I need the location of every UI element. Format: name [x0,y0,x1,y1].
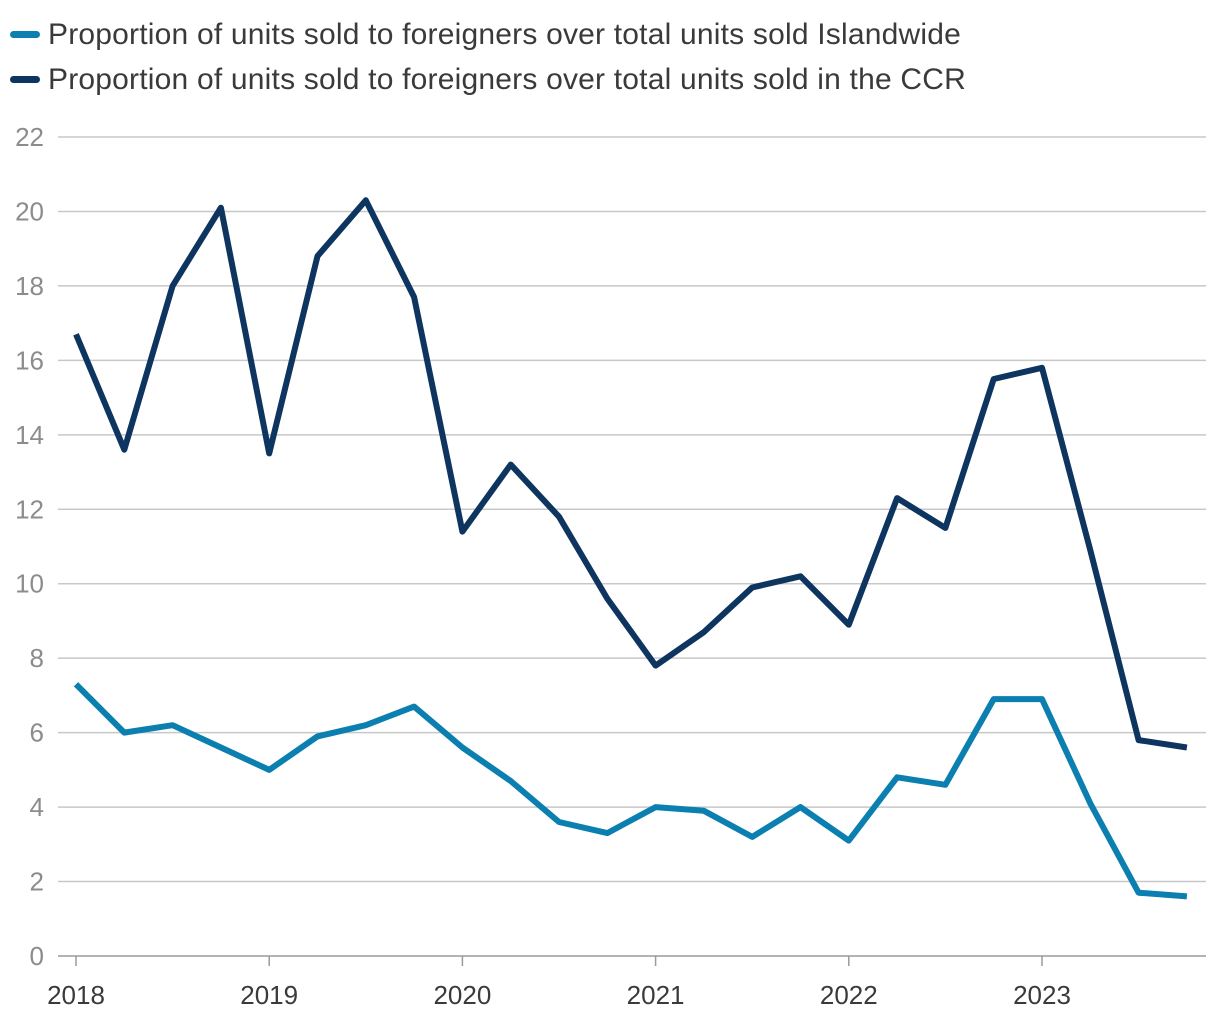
y-tick-label: 10 [15,569,44,599]
legend-swatch-islandwide [10,31,40,38]
legend-swatch-ccr [10,76,40,83]
y-tick-label: 4 [30,792,44,822]
y-tick-label: 20 [15,196,44,226]
series-lines [73,197,1188,900]
x-tick-label: 2020 [433,980,491,1010]
y-tick-label: 0 [30,941,44,971]
y-tick-label: 8 [30,643,44,673]
y-tick-label: 18 [15,271,44,301]
legend-label-islandwide: Proportion of units sold to foreigners o… [48,17,962,51]
legend-item-islandwide: Proportion of units sold to foreigners o… [10,12,966,57]
series-line-islandwide [73,682,1188,900]
y-tick-label: 12 [15,494,44,524]
x-tick-label: 2023 [1013,980,1071,1010]
y-tick-label: 22 [15,122,44,152]
gridlines [58,136,1206,883]
legend-item-ccr: Proportion of units sold to foreigners o… [10,57,966,102]
y-tick-label: 2 [30,867,44,897]
y-axis-ticks: 0 2 4 6 8 10 12 14 16 18 20 22 [15,122,44,971]
series-line-ccr [73,197,1188,751]
x-tick-label: 2019 [240,980,298,1010]
x-tick-label: 2018 [47,980,105,1010]
y-tick-label: 6 [30,718,44,748]
x-axis: 2018 2019 2020 2021 2022 2023 [47,955,1206,1010]
y-tick-label: 14 [15,420,44,450]
y-tick-label: 16 [15,345,44,375]
legend: Proportion of units sold to foreigners o… [10,12,966,102]
x-tick-label: 2022 [820,980,878,1010]
x-tick-label: 2021 [627,980,685,1010]
legend-label-ccr: Proportion of units sold to foreigners o… [48,62,966,96]
